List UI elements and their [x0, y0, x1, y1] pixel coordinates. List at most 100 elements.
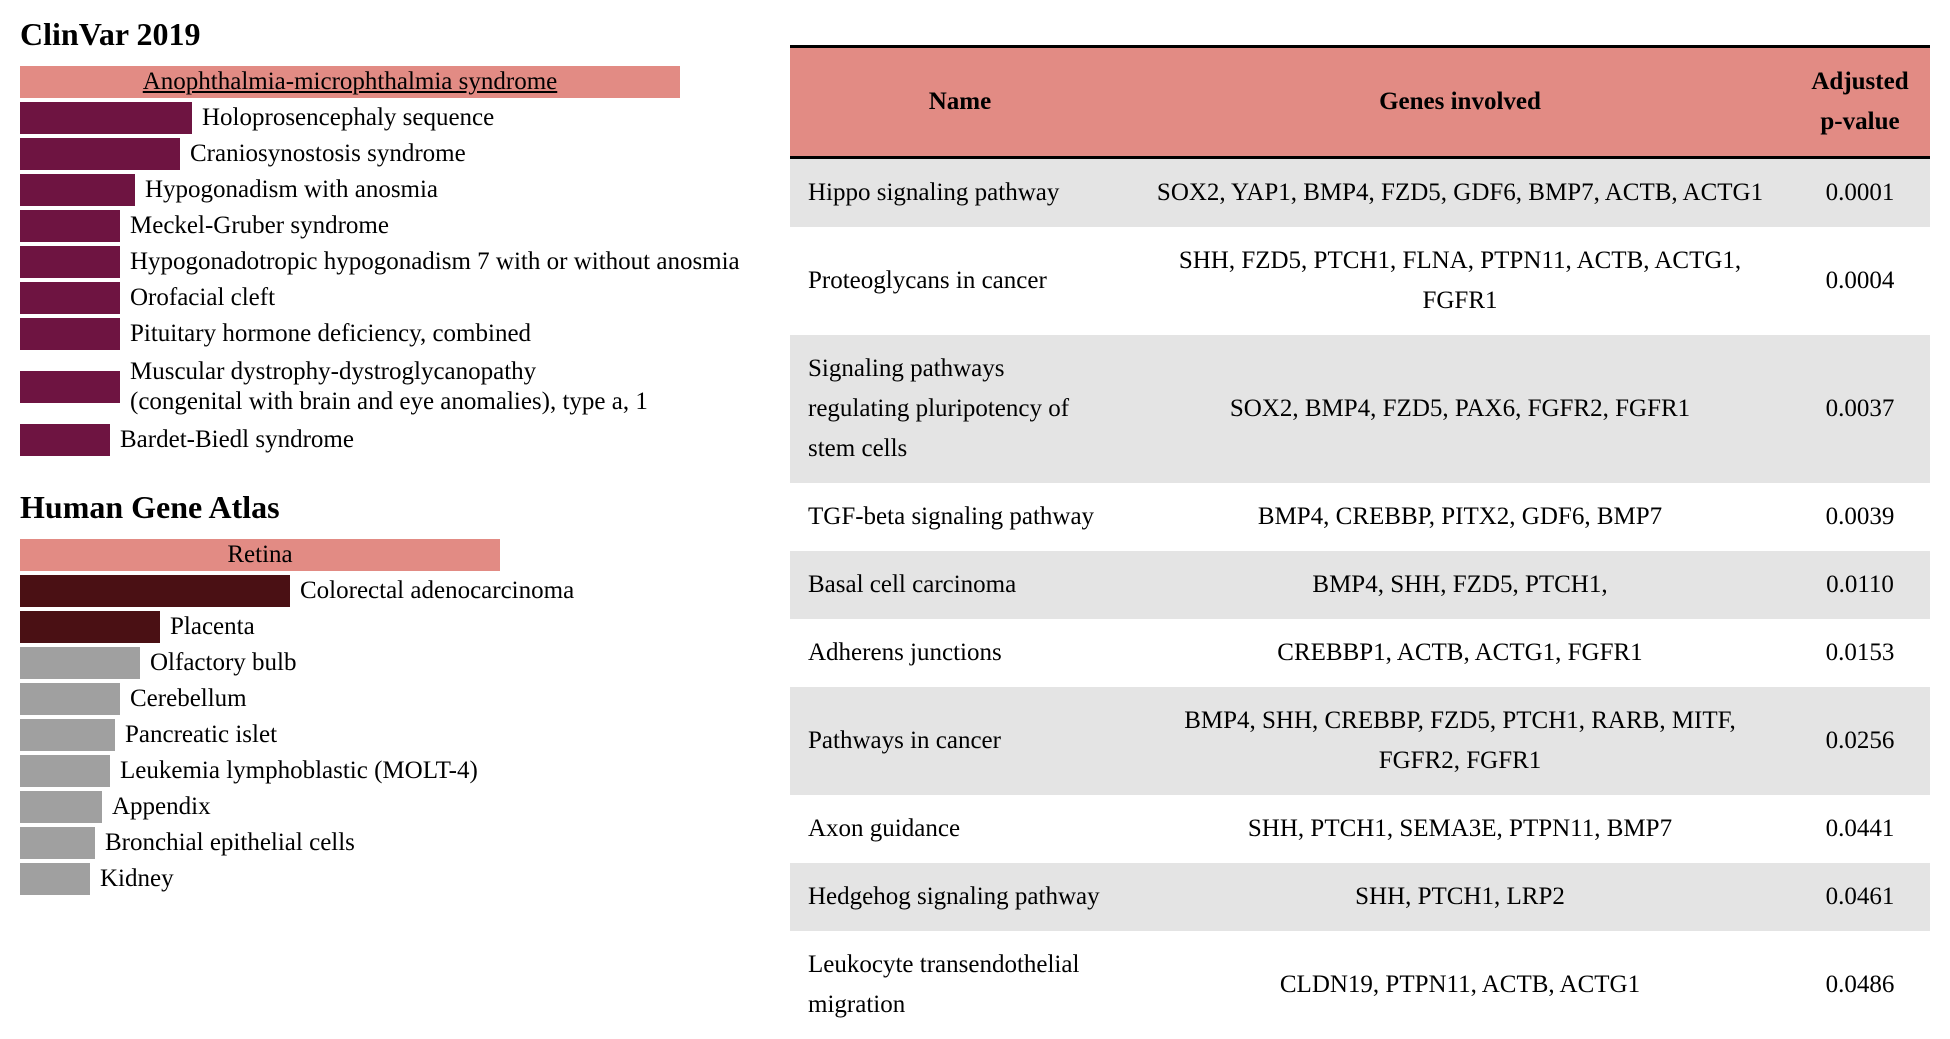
bar-label: Craniosynostosis syndrome — [190, 139, 466, 169]
bar-row: Bronchial epithelial cells — [20, 826, 760, 860]
pvalue-cell: 0.0001 — [1790, 158, 1930, 228]
table-row: Signaling pathways regulating pluripoten… — [790, 335, 1930, 483]
bar — [20, 683, 120, 715]
pvalue-cell: 0.0461 — [1790, 863, 1930, 931]
bar — [20, 174, 135, 206]
bar-label-inside: Anophthalmia-microphthalmia syndrome — [143, 68, 558, 96]
bar-row: Cerebellum — [20, 682, 760, 716]
bar-label-inside: Retina — [227, 541, 292, 569]
bar-row: Craniosynostosis syndrome — [20, 137, 760, 171]
pathway-name-cell: Pathways in cancer — [790, 687, 1130, 795]
pathway-name-cell: Axon guidance — [790, 795, 1130, 863]
bar-row: Hypogonadism with anosmia — [20, 173, 760, 207]
bar-label: Pancreatic islet — [125, 720, 277, 750]
bar-row: Retina — [20, 538, 760, 572]
bar-label: Muscular dystrophy-dystroglycanopathy (c… — [130, 357, 648, 417]
bar — [20, 575, 290, 607]
bar — [20, 246, 120, 278]
bar — [20, 755, 110, 787]
bar-row: Holoprosencephaly sequence — [20, 101, 760, 135]
bar-row: Olfactory bulb — [20, 646, 760, 680]
genes-cell: SHH, PTCH1, LRP2 — [1130, 863, 1790, 931]
bar-label: Olfactory bulb — [150, 648, 296, 678]
table-header-row: Name Genes involved Adjusted p-value — [790, 47, 1930, 158]
pathway-name-cell: Hedgehog signaling pathway — [790, 863, 1130, 931]
table-row: Pathways in cancerBMP4, SHH, CREBBP, FZD… — [790, 687, 1930, 795]
clinvar-title: ClinVar 2019 — [20, 16, 760, 53]
pvalue-cell: 0.0441 — [1790, 795, 1930, 863]
genes-cell: SHH, PTCH1, SEMA3E, PTPN11, BMP7 — [1130, 795, 1790, 863]
bar-label: Leukemia lymphoblastic (MOLT-4) — [120, 756, 478, 786]
bar-row: Colorectal adenocarcinoma — [20, 574, 760, 608]
pvalue-cell: 0.0039 — [1790, 483, 1930, 551]
bar-row: Hypogonadotropic hypogonadism 7 with or … — [20, 245, 760, 279]
bar-row: Bardet-Biedl syndrome — [20, 423, 760, 457]
bar-row: Appendix — [20, 790, 760, 824]
bar — [20, 424, 110, 456]
bar — [20, 102, 192, 134]
table-row: Basal cell carcinomaBMP4, SHH, FZD5, PTC… — [790, 551, 1930, 619]
bar-label: Bronchial epithelial cells — [105, 828, 355, 858]
pathway-name-cell: TGF-beta signaling pathway — [790, 483, 1130, 551]
bar — [20, 611, 160, 643]
bar-label: Orofacial cleft — [130, 283, 275, 313]
bar-row: Meckel-Gruber syndrome — [20, 209, 760, 243]
bar-row: Placenta — [20, 610, 760, 644]
table-row: Leukocyte transendothelial migrationCLDN… — [790, 931, 1930, 1039]
table-row: Axon guidanceSHH, PTCH1, SEMA3E, PTPN11,… — [790, 795, 1930, 863]
pathway-name-cell: Proteoglycans in cancer — [790, 227, 1130, 335]
genes-cell: SOX2, BMP4, FZD5, PAX6, FGFR2, FGFR1 — [1130, 335, 1790, 483]
bar-row: Leukemia lymphoblastic (MOLT-4) — [20, 754, 760, 788]
genes-cell: SOX2, YAP1, BMP4, FZD5, GDF6, BMP7, ACTB… — [1130, 158, 1790, 228]
pvalue-cell: 0.0037 — [1790, 335, 1930, 483]
genes-cell: CREBBP1, ACTB, ACTG1, FGFR1 — [1130, 619, 1790, 687]
clinvar-bar-chart: Anophthalmia-microphthalmia syndrome Holo… — [20, 65, 760, 459]
bar — [20, 719, 115, 751]
pvalue-cell: 0.0256 — [1790, 687, 1930, 795]
bar-row: Pituitary hormone deficiency, combined — [20, 317, 760, 351]
pvalue-cell: 0.0110 — [1790, 551, 1930, 619]
bar-label: Placenta — [170, 612, 255, 642]
bar — [20, 827, 95, 859]
genes-cell: SHH, FZD5, PTCH1, FLNA, PTPN11, ACTB, AC… — [1130, 227, 1790, 335]
right-column: Name Genes involved Adjusted p-value Hip… — [760, 10, 1930, 955]
pathway-name-cell: Basal cell carcinoma — [790, 551, 1130, 619]
bar — [20, 210, 120, 242]
bar — [20, 647, 140, 679]
bar-label: Kidney — [100, 864, 174, 894]
header-pval: Adjusted p-value — [1790, 47, 1930, 158]
pathway-table: Name Genes involved Adjusted p-value Hip… — [790, 45, 1930, 1039]
table-row: TGF-beta signaling pathwayBMP4, CREBBP, … — [790, 483, 1930, 551]
pathway-name-cell: Hippo signaling pathway — [790, 158, 1130, 228]
bar-label: Holoprosencephaly sequence — [202, 103, 494, 133]
table-row: Hedgehog signaling pathwaySHH, PTCH1, LR… — [790, 863, 1930, 931]
bar-label: Hypogonadotropic hypogonadism 7 with or … — [130, 247, 740, 277]
bar — [20, 863, 90, 895]
genes-cell: BMP4, CREBBP, PITX2, GDF6, BMP7 — [1130, 483, 1790, 551]
pvalue-cell: 0.0153 — [1790, 619, 1930, 687]
bar-label: Colorectal adenocarcinoma — [300, 576, 574, 606]
bar-row: Pancreatic islet — [20, 718, 760, 752]
left-column: ClinVar 2019 Anophthalmia-microphthalmia… — [20, 10, 760, 955]
pvalue-cell: 0.0004 — [1790, 227, 1930, 335]
hga-bar-chart: Retina Colorectal adenocarcinoma Placenta O… — [20, 538, 760, 898]
header-name: Name — [790, 47, 1130, 158]
table-row: Hippo signaling pathwaySOX2, YAP1, BMP4,… — [790, 158, 1930, 228]
bar-row: Anophthalmia-microphthalmia syndrome — [20, 65, 760, 99]
bar — [20, 318, 120, 350]
bar-label: Meckel-Gruber syndrome — [130, 211, 389, 241]
bar-label: Cerebellum — [130, 684, 247, 714]
bar-label: Pituitary hormone deficiency, combined — [130, 319, 531, 349]
pathway-name-cell: Adherens junctions — [790, 619, 1130, 687]
pathway-name-cell: Leukocyte transendothelial migration — [790, 931, 1130, 1039]
genes-cell: BMP4, SHH, FZD5, PTCH1, — [1130, 551, 1790, 619]
bar — [20, 791, 102, 823]
bar-label: Hypogonadism with anosmia — [145, 175, 438, 205]
bar-row: Muscular dystrophy-dystroglycanopathy (c… — [20, 353, 760, 421]
pathway-name-cell: Signaling pathways regulating pluripoten… — [790, 335, 1130, 483]
pvalue-cell: 0.0486 — [1790, 931, 1930, 1039]
bar — [20, 282, 120, 314]
genes-cell: CLDN19, PTPN11, ACTB, ACTG1 — [1130, 931, 1790, 1039]
genes-cell: BMP4, SHH, CREBBP, FZD5, PTCH1, RARB, MI… — [1130, 687, 1790, 795]
header-genes: Genes involved — [1130, 47, 1790, 158]
